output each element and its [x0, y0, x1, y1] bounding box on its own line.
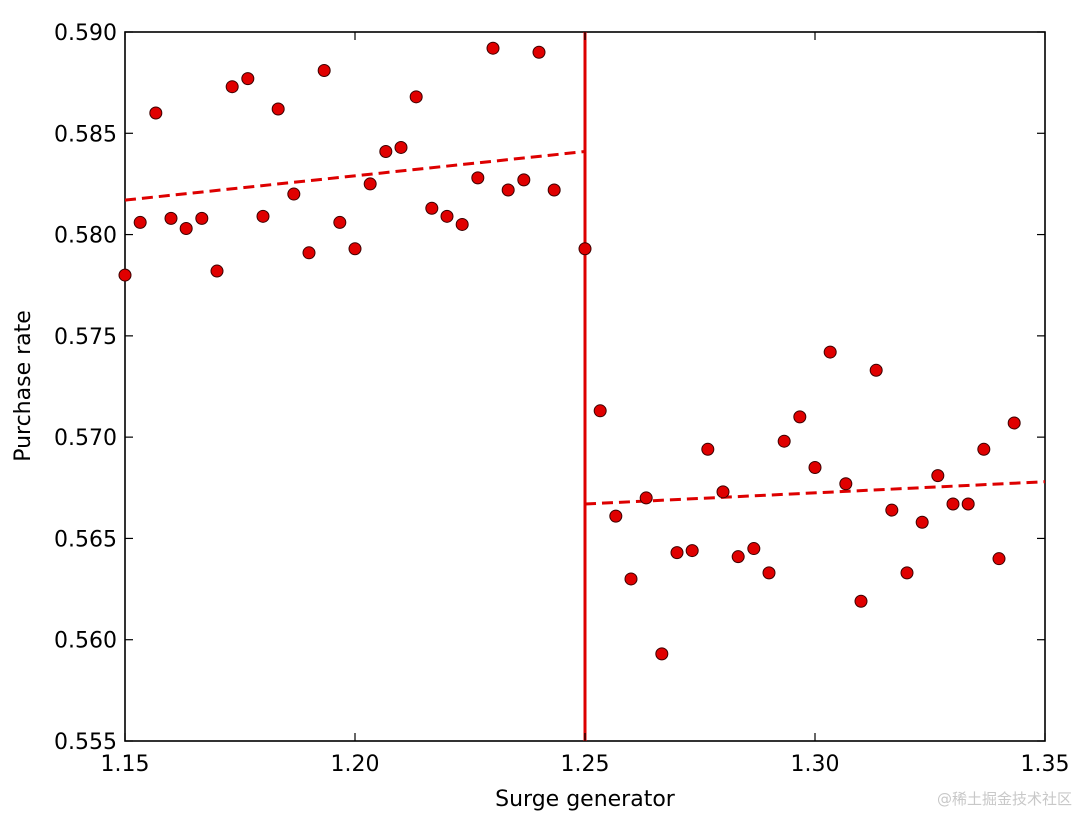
- y-tick-label: 0.580: [54, 224, 117, 249]
- data-point: [394, 140, 408, 154]
- x-tick-label: 1.30: [791, 752, 840, 777]
- data-point: [241, 72, 255, 86]
- data-point: [379, 145, 393, 159]
- x-axis-label: Surge generator: [495, 787, 676, 812]
- data-point: [348, 242, 362, 256]
- y-tick-label: 0.565: [54, 527, 117, 552]
- fit-lines: [124, 150, 1046, 506]
- data-point: [823, 345, 837, 359]
- data-point: [517, 173, 531, 187]
- data-point: [731, 550, 745, 564]
- data-point: [425, 201, 439, 215]
- data-point: [701, 442, 715, 456]
- data-point: [639, 491, 653, 505]
- data-point: [532, 45, 546, 59]
- data-point: [915, 515, 929, 529]
- data-point: [685, 544, 699, 558]
- data-point: [471, 171, 485, 185]
- data-point: [609, 509, 623, 523]
- x-axis-ticks: 1.15 1.20 1.25 1.30 1.35: [101, 32, 1070, 777]
- data-point: [946, 497, 960, 511]
- fit-line-2: [584, 480, 1046, 506]
- x-tick-label: 1.25: [561, 752, 610, 777]
- data-point: [363, 177, 377, 191]
- y-tick-label: 0.590: [54, 21, 117, 46]
- y-tick-label: 0.555: [54, 730, 117, 755]
- data-point: [547, 183, 561, 197]
- x-tick-label: 1.15: [101, 752, 150, 777]
- data-point: [409, 90, 423, 104]
- data-point: [716, 485, 730, 499]
- data-points: [118, 41, 1021, 661]
- data-point: [747, 542, 761, 556]
- data-point: [287, 187, 301, 201]
- data-point: [931, 469, 945, 483]
- data-point: [501, 183, 515, 197]
- data-point: [977, 442, 991, 456]
- x-tick-label: 1.20: [331, 752, 380, 777]
- watermark-text: @稀土掘金技术社区: [936, 790, 1072, 808]
- data-point: [225, 80, 239, 94]
- data-point: [179, 221, 193, 235]
- y-axis-ticks: 0.555 0.560 0.565 0.570 0.575 0.580 0.585 0.590: [54, 21, 1045, 755]
- data-point: [271, 102, 285, 116]
- data-point: [793, 410, 807, 424]
- y-axis-label: Purchase rate: [11, 310, 36, 462]
- data-point: [885, 503, 899, 517]
- data-point: [164, 211, 178, 225]
- data-point: [839, 477, 853, 491]
- data-point: [440, 209, 454, 223]
- data-point: [762, 566, 776, 580]
- data-point: [1007, 416, 1021, 430]
- data-point: [195, 211, 209, 225]
- y-tick-label: 0.560: [54, 629, 117, 654]
- fit-line-1: [124, 150, 586, 202]
- x-tick-label: 1.35: [1021, 752, 1070, 777]
- data-point: [624, 572, 638, 586]
- data-point: [455, 217, 469, 231]
- data-point: [149, 106, 163, 120]
- data-point: [578, 242, 592, 256]
- data-point: [118, 268, 132, 282]
- data-point: [961, 497, 975, 511]
- data-point: [302, 246, 316, 260]
- data-point: [256, 209, 270, 223]
- data-point: [133, 215, 147, 229]
- data-point: [210, 264, 224, 278]
- data-point: [900, 566, 914, 580]
- data-point: [317, 63, 331, 77]
- data-point: [593, 404, 607, 418]
- y-tick-label: 0.575: [54, 325, 117, 350]
- data-point: [333, 215, 347, 229]
- data-point: [869, 363, 883, 377]
- data-point: [486, 41, 500, 55]
- data-point: [808, 461, 822, 475]
- data-point: [777, 434, 791, 448]
- y-tick-label: 0.570: [54, 426, 117, 451]
- data-point: [655, 647, 669, 661]
- y-tick-label: 0.585: [54, 122, 117, 147]
- data-point: [854, 594, 868, 608]
- data-point: [670, 546, 684, 560]
- data-point: [992, 552, 1006, 566]
